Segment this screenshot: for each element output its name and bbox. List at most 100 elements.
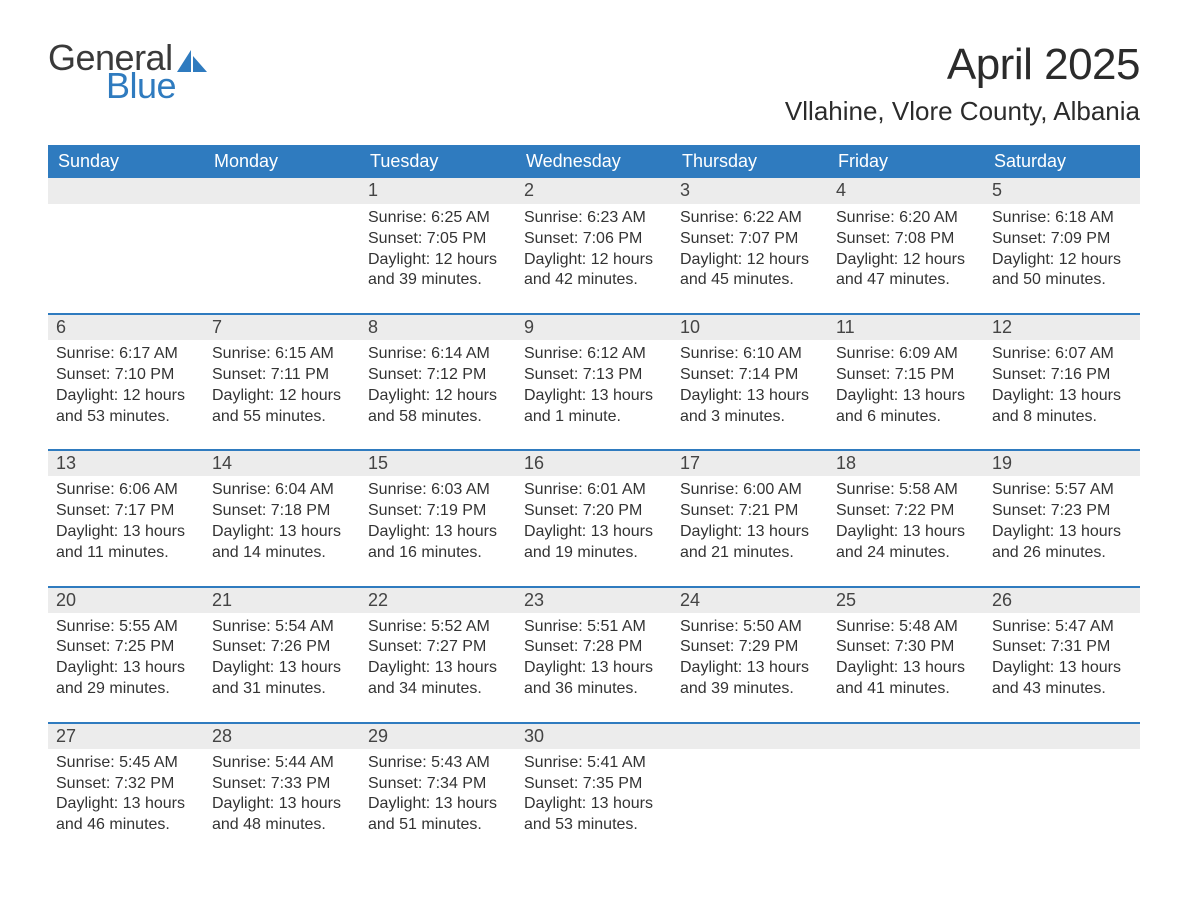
- sunset-text: Sunset: 7:16 PM: [992, 365, 1132, 386]
- day-number: 11: [828, 313, 984, 340]
- day-body: Sunrise: 5:54 AMSunset: 7:26 PMDaylight:…: [204, 613, 360, 722]
- day-number: 8: [360, 313, 516, 340]
- sunset-text: Sunset: 7:18 PM: [212, 501, 352, 522]
- day-body: Sunrise: 6:03 AMSunset: 7:19 PMDaylight:…: [360, 476, 516, 585]
- sunset-text: Sunset: 7:19 PM: [368, 501, 508, 522]
- sunrise-text: Sunrise: 5:52 AM: [368, 617, 508, 638]
- day-body: Sunrise: 5:57 AMSunset: 7:23 PMDaylight:…: [984, 476, 1140, 585]
- sunrise-text: Sunrise: 6:06 AM: [56, 480, 196, 501]
- day-number: [828, 722, 984, 749]
- day-number: 7: [204, 313, 360, 340]
- daylight-text: Daylight: 13 hours and 36 minutes.: [524, 658, 664, 700]
- sunrise-text: Sunrise: 5:58 AM: [836, 480, 976, 501]
- sunrise-text: Sunrise: 6:09 AM: [836, 344, 976, 365]
- day-number: 29: [360, 722, 516, 749]
- sunrise-text: Sunrise: 5:50 AM: [680, 617, 820, 638]
- day-body: Sunrise: 5:47 AMSunset: 7:31 PMDaylight:…: [984, 613, 1140, 722]
- location-subtitle: Vllahine, Vlore County, Albania: [785, 96, 1140, 127]
- daylight-text: Daylight: 13 hours and 1 minute.: [524, 386, 664, 428]
- day-header-row: Sunday Monday Tuesday Wednesday Thursday…: [48, 145, 1140, 178]
- daylight-text: Daylight: 13 hours and 11 minutes.: [56, 522, 196, 564]
- daynum-row: 20212223242526: [48, 586, 1140, 613]
- daylight-text: Daylight: 13 hours and 8 minutes.: [992, 386, 1132, 428]
- day-number: 16: [516, 449, 672, 476]
- day-number: 22: [360, 586, 516, 613]
- daylight-text: Daylight: 12 hours and 45 minutes.: [680, 250, 820, 292]
- sunset-text: Sunset: 7:27 PM: [368, 637, 508, 658]
- sunrise-text: Sunrise: 6:17 AM: [56, 344, 196, 365]
- daylight-text: Daylight: 12 hours and 58 minutes.: [368, 386, 508, 428]
- day-body: Sunrise: 5:41 AMSunset: 7:35 PMDaylight:…: [516, 749, 672, 858]
- day-header: Wednesday: [516, 145, 672, 178]
- sunset-text: Sunset: 7:21 PM: [680, 501, 820, 522]
- sunrise-text: Sunrise: 5:45 AM: [56, 753, 196, 774]
- day-number: [672, 722, 828, 749]
- day-body: Sunrise: 5:55 AMSunset: 7:25 PMDaylight:…: [48, 613, 204, 722]
- day-number: 21: [204, 586, 360, 613]
- day-number: 13: [48, 449, 204, 476]
- day-number: 27: [48, 722, 204, 749]
- sunset-text: Sunset: 7:07 PM: [680, 229, 820, 250]
- daylight-text: Daylight: 13 hours and 51 minutes.: [368, 794, 508, 836]
- day-header: Sunday: [48, 145, 204, 178]
- sunrise-text: Sunrise: 6:14 AM: [368, 344, 508, 365]
- day-number: 2: [516, 178, 672, 204]
- sunset-text: Sunset: 7:06 PM: [524, 229, 664, 250]
- day-body: Sunrise: 6:17 AMSunset: 7:10 PMDaylight:…: [48, 340, 204, 449]
- sunset-text: Sunset: 7:10 PM: [56, 365, 196, 386]
- sunrise-text: Sunrise: 5:48 AM: [836, 617, 976, 638]
- daylight-text: Daylight: 13 hours and 41 minutes.: [836, 658, 976, 700]
- sunrise-text: Sunrise: 5:55 AM: [56, 617, 196, 638]
- sunrise-text: Sunrise: 6:20 AM: [836, 208, 976, 229]
- day-header: Friday: [828, 145, 984, 178]
- day-body: [672, 749, 828, 858]
- sunset-text: Sunset: 7:35 PM: [524, 774, 664, 795]
- day-header: Saturday: [984, 145, 1140, 178]
- day-body: Sunrise: 6:04 AMSunset: 7:18 PMDaylight:…: [204, 476, 360, 585]
- daylight-text: Daylight: 13 hours and 14 minutes.: [212, 522, 352, 564]
- sunset-text: Sunset: 7:14 PM: [680, 365, 820, 386]
- day-number: 18: [828, 449, 984, 476]
- sunrise-text: Sunrise: 6:00 AM: [680, 480, 820, 501]
- day-number: 25: [828, 586, 984, 613]
- daylight-text: Daylight: 13 hours and 6 minutes.: [836, 386, 976, 428]
- daylight-text: Daylight: 12 hours and 53 minutes.: [56, 386, 196, 428]
- daylight-text: Daylight: 13 hours and 48 minutes.: [212, 794, 352, 836]
- day-number: 19: [984, 449, 1140, 476]
- day-header: Monday: [204, 145, 360, 178]
- logo-text-blue: Blue: [106, 68, 269, 104]
- sunrise-text: Sunrise: 5:51 AM: [524, 617, 664, 638]
- day-number: [48, 178, 204, 204]
- sunrise-text: Sunrise: 5:44 AM: [212, 753, 352, 774]
- day-number: [204, 178, 360, 204]
- sunset-text: Sunset: 7:08 PM: [836, 229, 976, 250]
- daylight-text: Daylight: 12 hours and 42 minutes.: [524, 250, 664, 292]
- sunset-text: Sunset: 7:33 PM: [212, 774, 352, 795]
- daylight-text: Daylight: 13 hours and 29 minutes.: [56, 658, 196, 700]
- sunrise-text: Sunrise: 5:54 AM: [212, 617, 352, 638]
- sunrise-text: Sunrise: 5:47 AM: [992, 617, 1132, 638]
- sunrise-text: Sunrise: 6:01 AM: [524, 480, 664, 501]
- sunrise-text: Sunrise: 6:15 AM: [212, 344, 352, 365]
- day-body: Sunrise: 5:43 AMSunset: 7:34 PMDaylight:…: [360, 749, 516, 858]
- day-body: Sunrise: 6:09 AMSunset: 7:15 PMDaylight:…: [828, 340, 984, 449]
- day-number: 30: [516, 722, 672, 749]
- day-body: Sunrise: 5:45 AMSunset: 7:32 PMDaylight:…: [48, 749, 204, 858]
- day-number: 14: [204, 449, 360, 476]
- sunrise-text: Sunrise: 6:12 AM: [524, 344, 664, 365]
- daylight-text: Daylight: 13 hours and 46 minutes.: [56, 794, 196, 836]
- day-body: [48, 204, 204, 313]
- day-body: Sunrise: 6:10 AMSunset: 7:14 PMDaylight:…: [672, 340, 828, 449]
- daylight-text: Daylight: 12 hours and 50 minutes.: [992, 250, 1132, 292]
- day-body: [828, 749, 984, 858]
- sunset-text: Sunset: 7:29 PM: [680, 637, 820, 658]
- day-body: Sunrise: 6:25 AMSunset: 7:05 PMDaylight:…: [360, 204, 516, 313]
- day-header: Tuesday: [360, 145, 516, 178]
- day-body: Sunrise: 6:14 AMSunset: 7:12 PMDaylight:…: [360, 340, 516, 449]
- sunset-text: Sunset: 7:26 PM: [212, 637, 352, 658]
- sunrise-text: Sunrise: 6:07 AM: [992, 344, 1132, 365]
- sunset-text: Sunset: 7:28 PM: [524, 637, 664, 658]
- daylight-text: Daylight: 12 hours and 47 minutes.: [836, 250, 976, 292]
- daylight-text: Daylight: 13 hours and 21 minutes.: [680, 522, 820, 564]
- daynum-row: 12345: [48, 178, 1140, 204]
